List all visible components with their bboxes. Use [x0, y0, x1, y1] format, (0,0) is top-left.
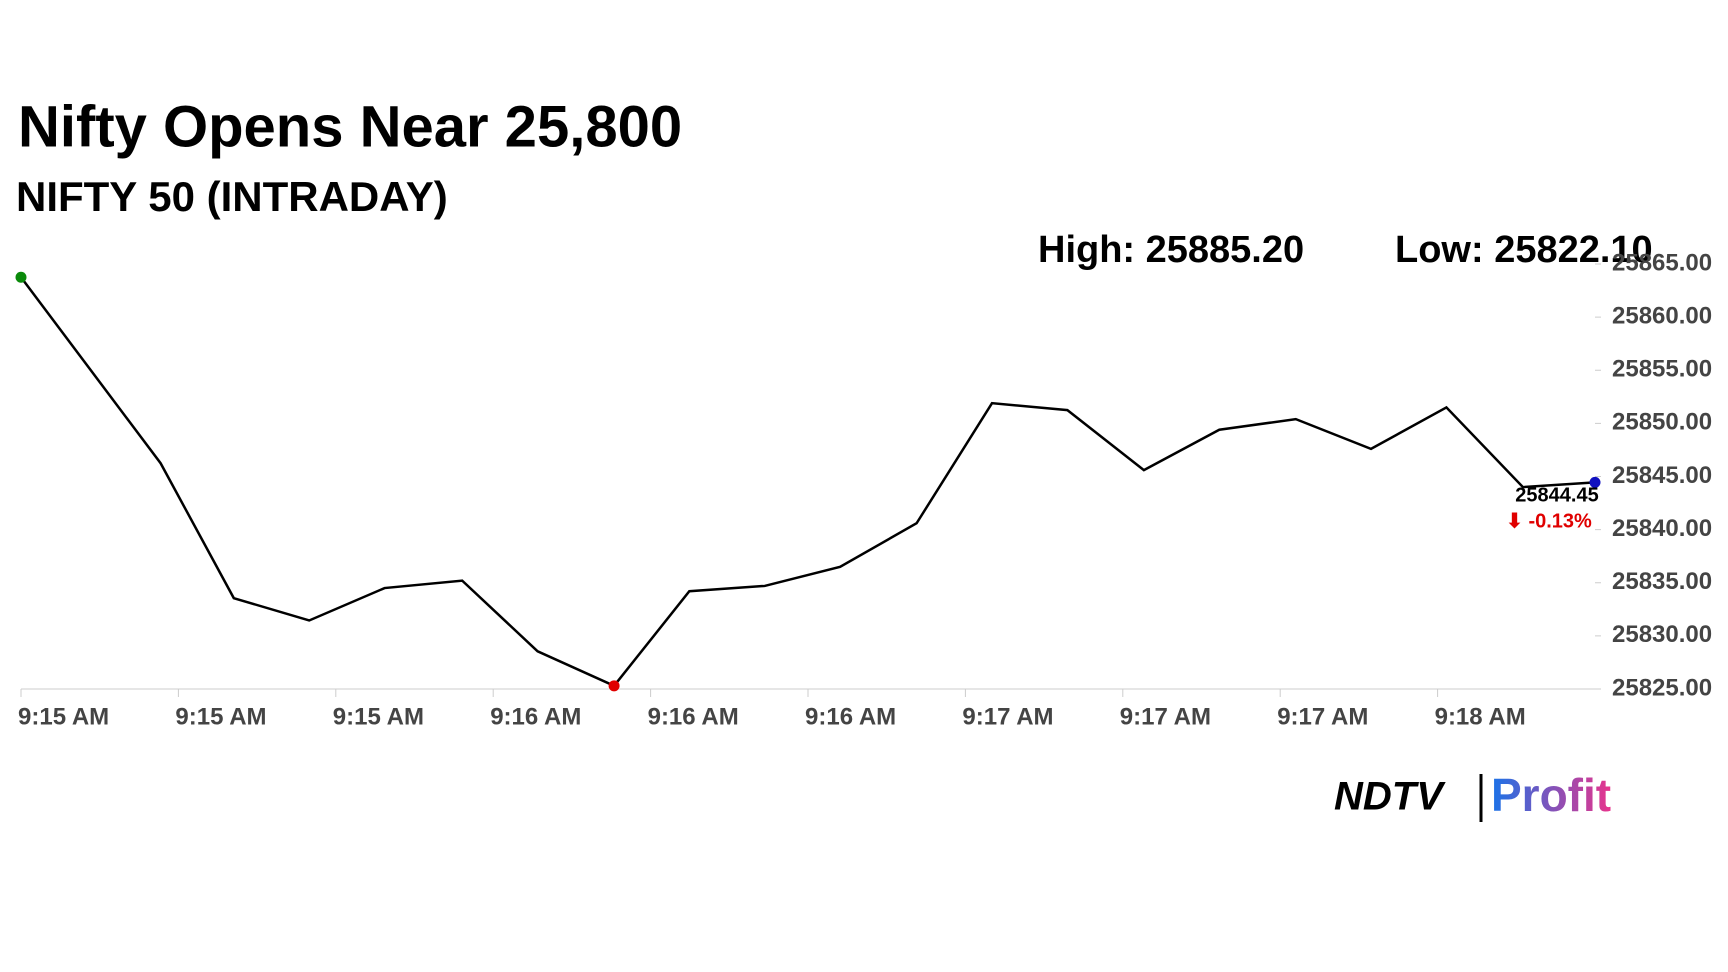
high-label: High: 25885.20 [1038, 229, 1304, 271]
open-marker [15, 271, 27, 283]
x-tick-label: 9:16 AM [805, 703, 896, 730]
series-line [20, 276, 1596, 688]
y-tick-label: 25830.00 [1612, 621, 1712, 648]
last-marker [1589, 476, 1601, 488]
y-tick-label: 25840.00 [1612, 515, 1712, 542]
y-tick-label: 25825.00 [1612, 674, 1712, 701]
y-tick-label: 25865.00 [1612, 249, 1712, 276]
low-label: Low: 25822.10 [1395, 229, 1653, 271]
y-tick-label: 25860.00 [1612, 302, 1712, 329]
last-value-label: 25844.45 [1515, 485, 1598, 507]
x-tick-label: 9:18 AM [1435, 703, 1526, 730]
logo-profit: Profit [1491, 769, 1611, 821]
x-tick-label: 9:17 AM [1120, 703, 1211, 730]
x-tick-label: 9:16 AM [648, 703, 739, 730]
chart-title: Nifty Opens Near 25,800 [18, 94, 682, 159]
x-tick-label: 9:15 AM [333, 703, 424, 730]
change-label: ⬇ -0.13% [1506, 511, 1592, 533]
x-tick-label: 9:17 AM [1277, 703, 1368, 730]
x-tick-label: 9:17 AM [962, 703, 1053, 730]
chart-subtitle: NIFTY 50 (INTRADAY) [16, 173, 448, 220]
logo-ndtv: NDTV [1334, 775, 1446, 819]
x-tick-label: 9:15 AM [18, 703, 109, 730]
y-tick-label: 25855.00 [1612, 356, 1712, 383]
low-marker [608, 680, 620, 692]
x-tick-label: 9:16 AM [490, 703, 581, 730]
y-tick-label: 25835.00 [1612, 568, 1712, 595]
y-tick-label: 25845.00 [1612, 462, 1712, 489]
x-tick-label: 9:15 AM [175, 703, 266, 730]
y-tick-label: 25850.00 [1612, 409, 1712, 436]
